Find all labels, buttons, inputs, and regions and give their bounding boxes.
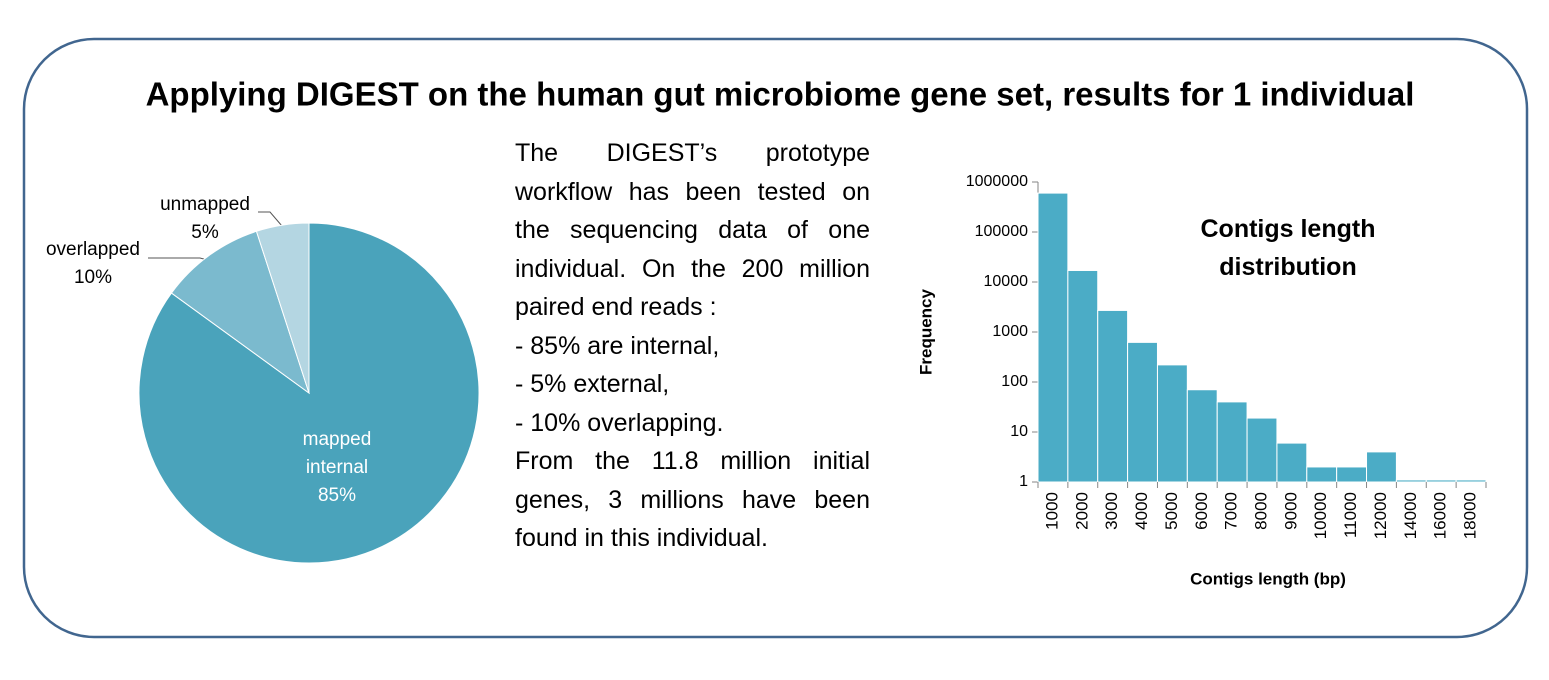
bar (1067, 269, 1099, 483)
x-tick-label: 18000 (1461, 492, 1480, 539)
bar (1366, 451, 1397, 483)
x-tick-label: 14000 (1401, 492, 1420, 539)
x-tick-label: 7000 (1222, 492, 1241, 530)
bar (1246, 417, 1278, 483)
y-tick-label: 1000 (992, 323, 1028, 340)
x-tick-label: 16000 (1431, 492, 1450, 539)
slice-category: mapped internal (302, 429, 372, 478)
x-axis-label: Contigs length (bp) (1190, 569, 1346, 588)
chart-title: Contigs length distribution (1201, 215, 1376, 281)
pie-slice (255, 222, 310, 394)
bar (1425, 479, 1457, 483)
y-tick-label: 10 (1010, 423, 1028, 440)
item: - 85% are internal, (515, 331, 720, 360)
bar (1395, 479, 1427, 483)
x-tick-label: 2000 (1072, 492, 1091, 530)
slice-value-label: 5% (191, 222, 219, 243)
x-tick-label: 9000 (1281, 492, 1300, 530)
bar (1127, 341, 1158, 483)
y-axis-label: Frequency (916, 288, 935, 375)
item: - 10% overlapping. (515, 408, 724, 437)
bar (1336, 466, 1368, 483)
x-tick-label: 5000 (1162, 492, 1181, 530)
bar (1306, 466, 1338, 483)
slide-title: Applying DIGEST on the human gut microbi… (146, 76, 1415, 113)
x-tick-label: 3000 (1102, 492, 1121, 530)
bar (1097, 309, 1129, 483)
bar (1037, 192, 1069, 483)
y-tick-label: 100000 (975, 223, 1028, 240)
body-text: The DIGEST’s prototype workflow has been… (515, 134, 870, 558)
bar (1216, 401, 1248, 483)
y-tick-label: 1 (1019, 473, 1028, 490)
x-tick-label: 4000 (1132, 492, 1151, 530)
bar (1276, 442, 1308, 483)
y-tick-label: 1000000 (966, 173, 1028, 190)
conclusion: From the 11.8 million initial genes, 3 m… (515, 447, 870, 552)
bar (1186, 389, 1218, 483)
x-tick-label: 12000 (1371, 492, 1390, 539)
intro: The DIGEST’s prototype workflow has been… (515, 139, 870, 321)
x-tick-label: 10000 (1311, 492, 1330, 539)
y-tick-label: 10000 (984, 273, 1029, 290)
x-tick-label: 8000 (1251, 492, 1270, 530)
y-tick-label: 100 (1001, 373, 1028, 390)
pie-slice (170, 230, 310, 395)
x-tick-label: 11000 (1341, 492, 1360, 538)
x-tick-label: 1000 (1042, 492, 1061, 530)
slice-category: unmapped (160, 194, 250, 215)
slice-category: overlapped (45, 239, 141, 260)
leader-line (258, 211, 283, 227)
item: - 5% external, (515, 370, 670, 398)
slice-value-label: 10% (73, 267, 113, 288)
x-tick-label: 6000 (1192, 492, 1211, 530)
bar (1156, 364, 1188, 483)
bar (1455, 479, 1487, 483)
pie-slice (138, 222, 480, 564)
slice-value-label: 85% (317, 485, 357, 506)
